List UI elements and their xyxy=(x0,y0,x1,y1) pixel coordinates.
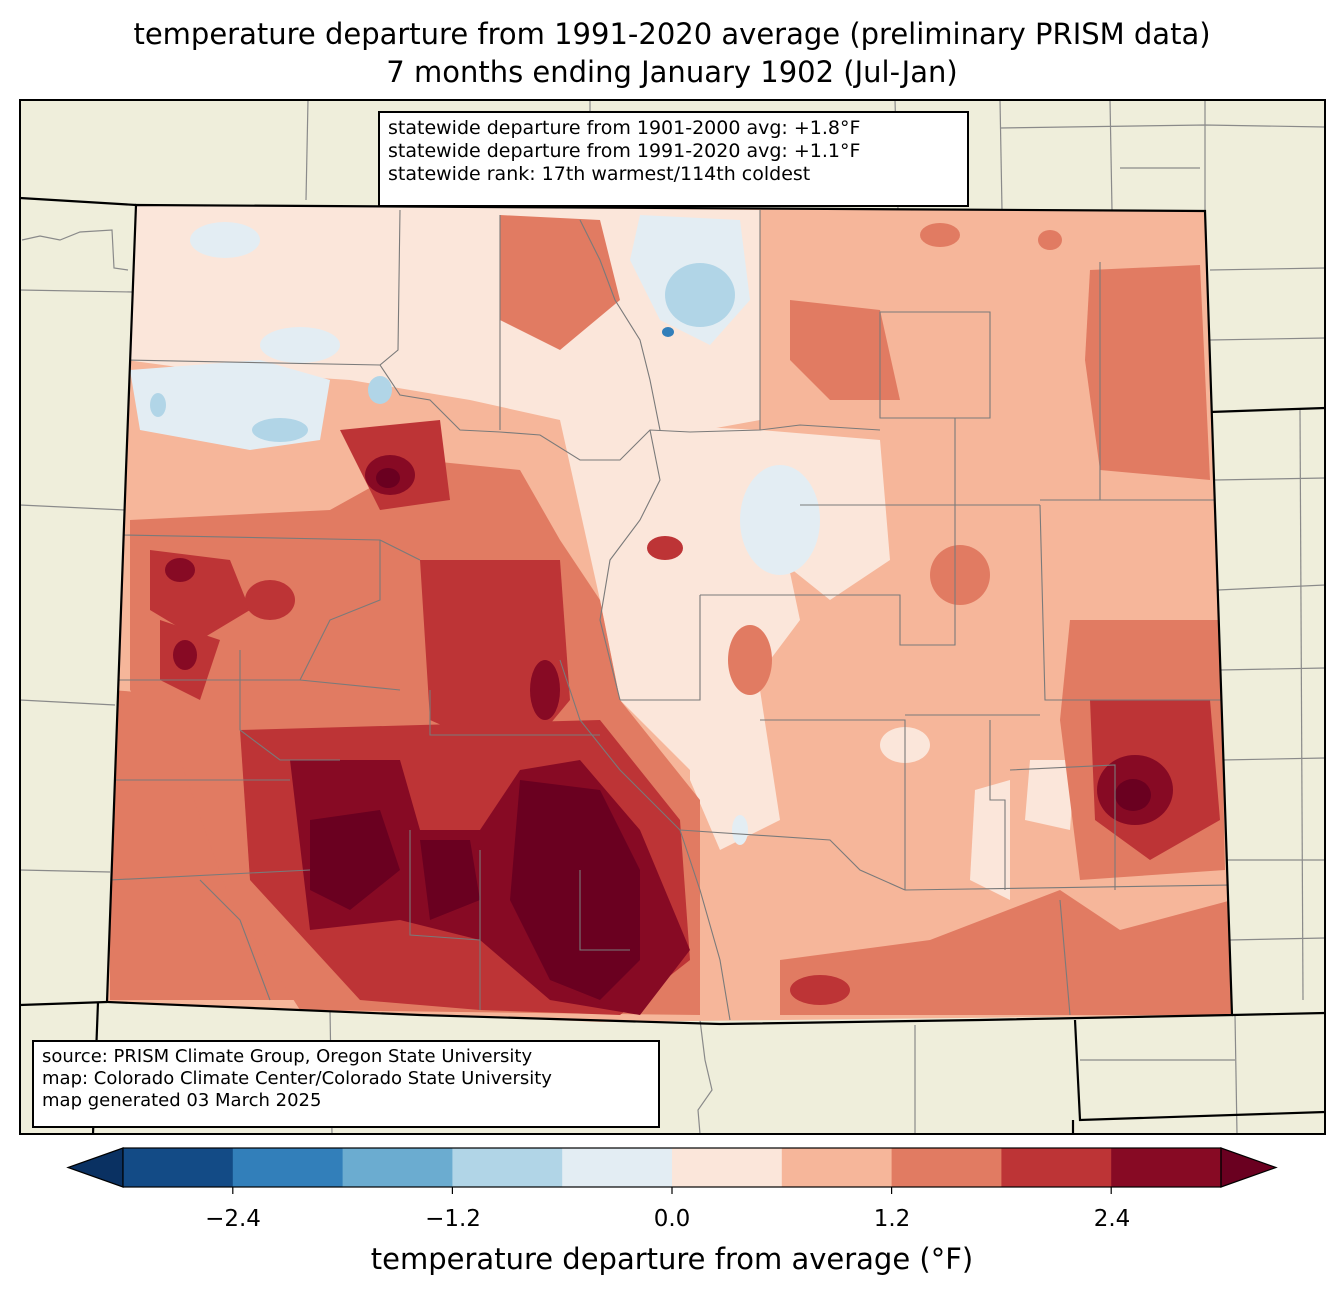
stats-line-3: statewide rank: 17th warmest/114th colde… xyxy=(388,163,811,185)
source-box: source: PRISM Climate Group, Oregon Stat… xyxy=(32,1040,660,1128)
stats-line-2: statewide departure from 1991-2020 avg: … xyxy=(388,140,861,162)
colorbar-bin xyxy=(452,1148,563,1187)
colorbar-label: temperature departure from average (°F) xyxy=(370,1242,974,1276)
colorbar-bin xyxy=(232,1148,344,1187)
map-title-line1: temperature departure from 1991-2020 ave… xyxy=(133,17,1211,51)
county-lines xyxy=(109,209,1232,1021)
colorado-border xyxy=(105,203,1234,1026)
colorbar-bin xyxy=(562,1148,673,1187)
colorbar-bin xyxy=(1111,1148,1222,1187)
colorbar-tick-label: −2.4 xyxy=(205,1206,261,1232)
colorbar-bin xyxy=(672,1148,783,1187)
source-line-3: map generated 03 March 2025 xyxy=(42,1090,322,1111)
colorbar-bin xyxy=(342,1148,453,1187)
colorbar-bin xyxy=(891,1148,1002,1187)
colorbar-under-arrow xyxy=(66,1147,124,1188)
map-title-line2: 7 months ending January 1902 (Jul-Jan) xyxy=(386,55,958,89)
colorbar-tick-label: 0.0 xyxy=(653,1206,691,1232)
colorbar-tick-label: 2.4 xyxy=(1093,1206,1131,1232)
colorbar-bin xyxy=(123,1148,234,1187)
colorbar-bin xyxy=(1001,1148,1112,1187)
colorbar-over-arrow xyxy=(1220,1147,1278,1188)
temperature-departure-field xyxy=(107,205,1232,1022)
colorbar-tick-label: −1.2 xyxy=(425,1206,481,1232)
source-line-2: map: Colorado Climate Center/Colorado St… xyxy=(42,1068,552,1089)
colorbar xyxy=(66,1147,1278,1194)
colorbar-bin xyxy=(781,1148,893,1187)
source-line-1: source: PRISM Climate Group, Oregon Stat… xyxy=(42,1046,533,1067)
stats-line-1: statewide departure from 1901-2000 avg: … xyxy=(388,117,861,139)
map-frame xyxy=(19,99,1326,1135)
colorbar-tick-label: 1.2 xyxy=(873,1206,911,1232)
statewide-stats-box: statewide departure from 1901-2000 avg: … xyxy=(378,111,969,207)
